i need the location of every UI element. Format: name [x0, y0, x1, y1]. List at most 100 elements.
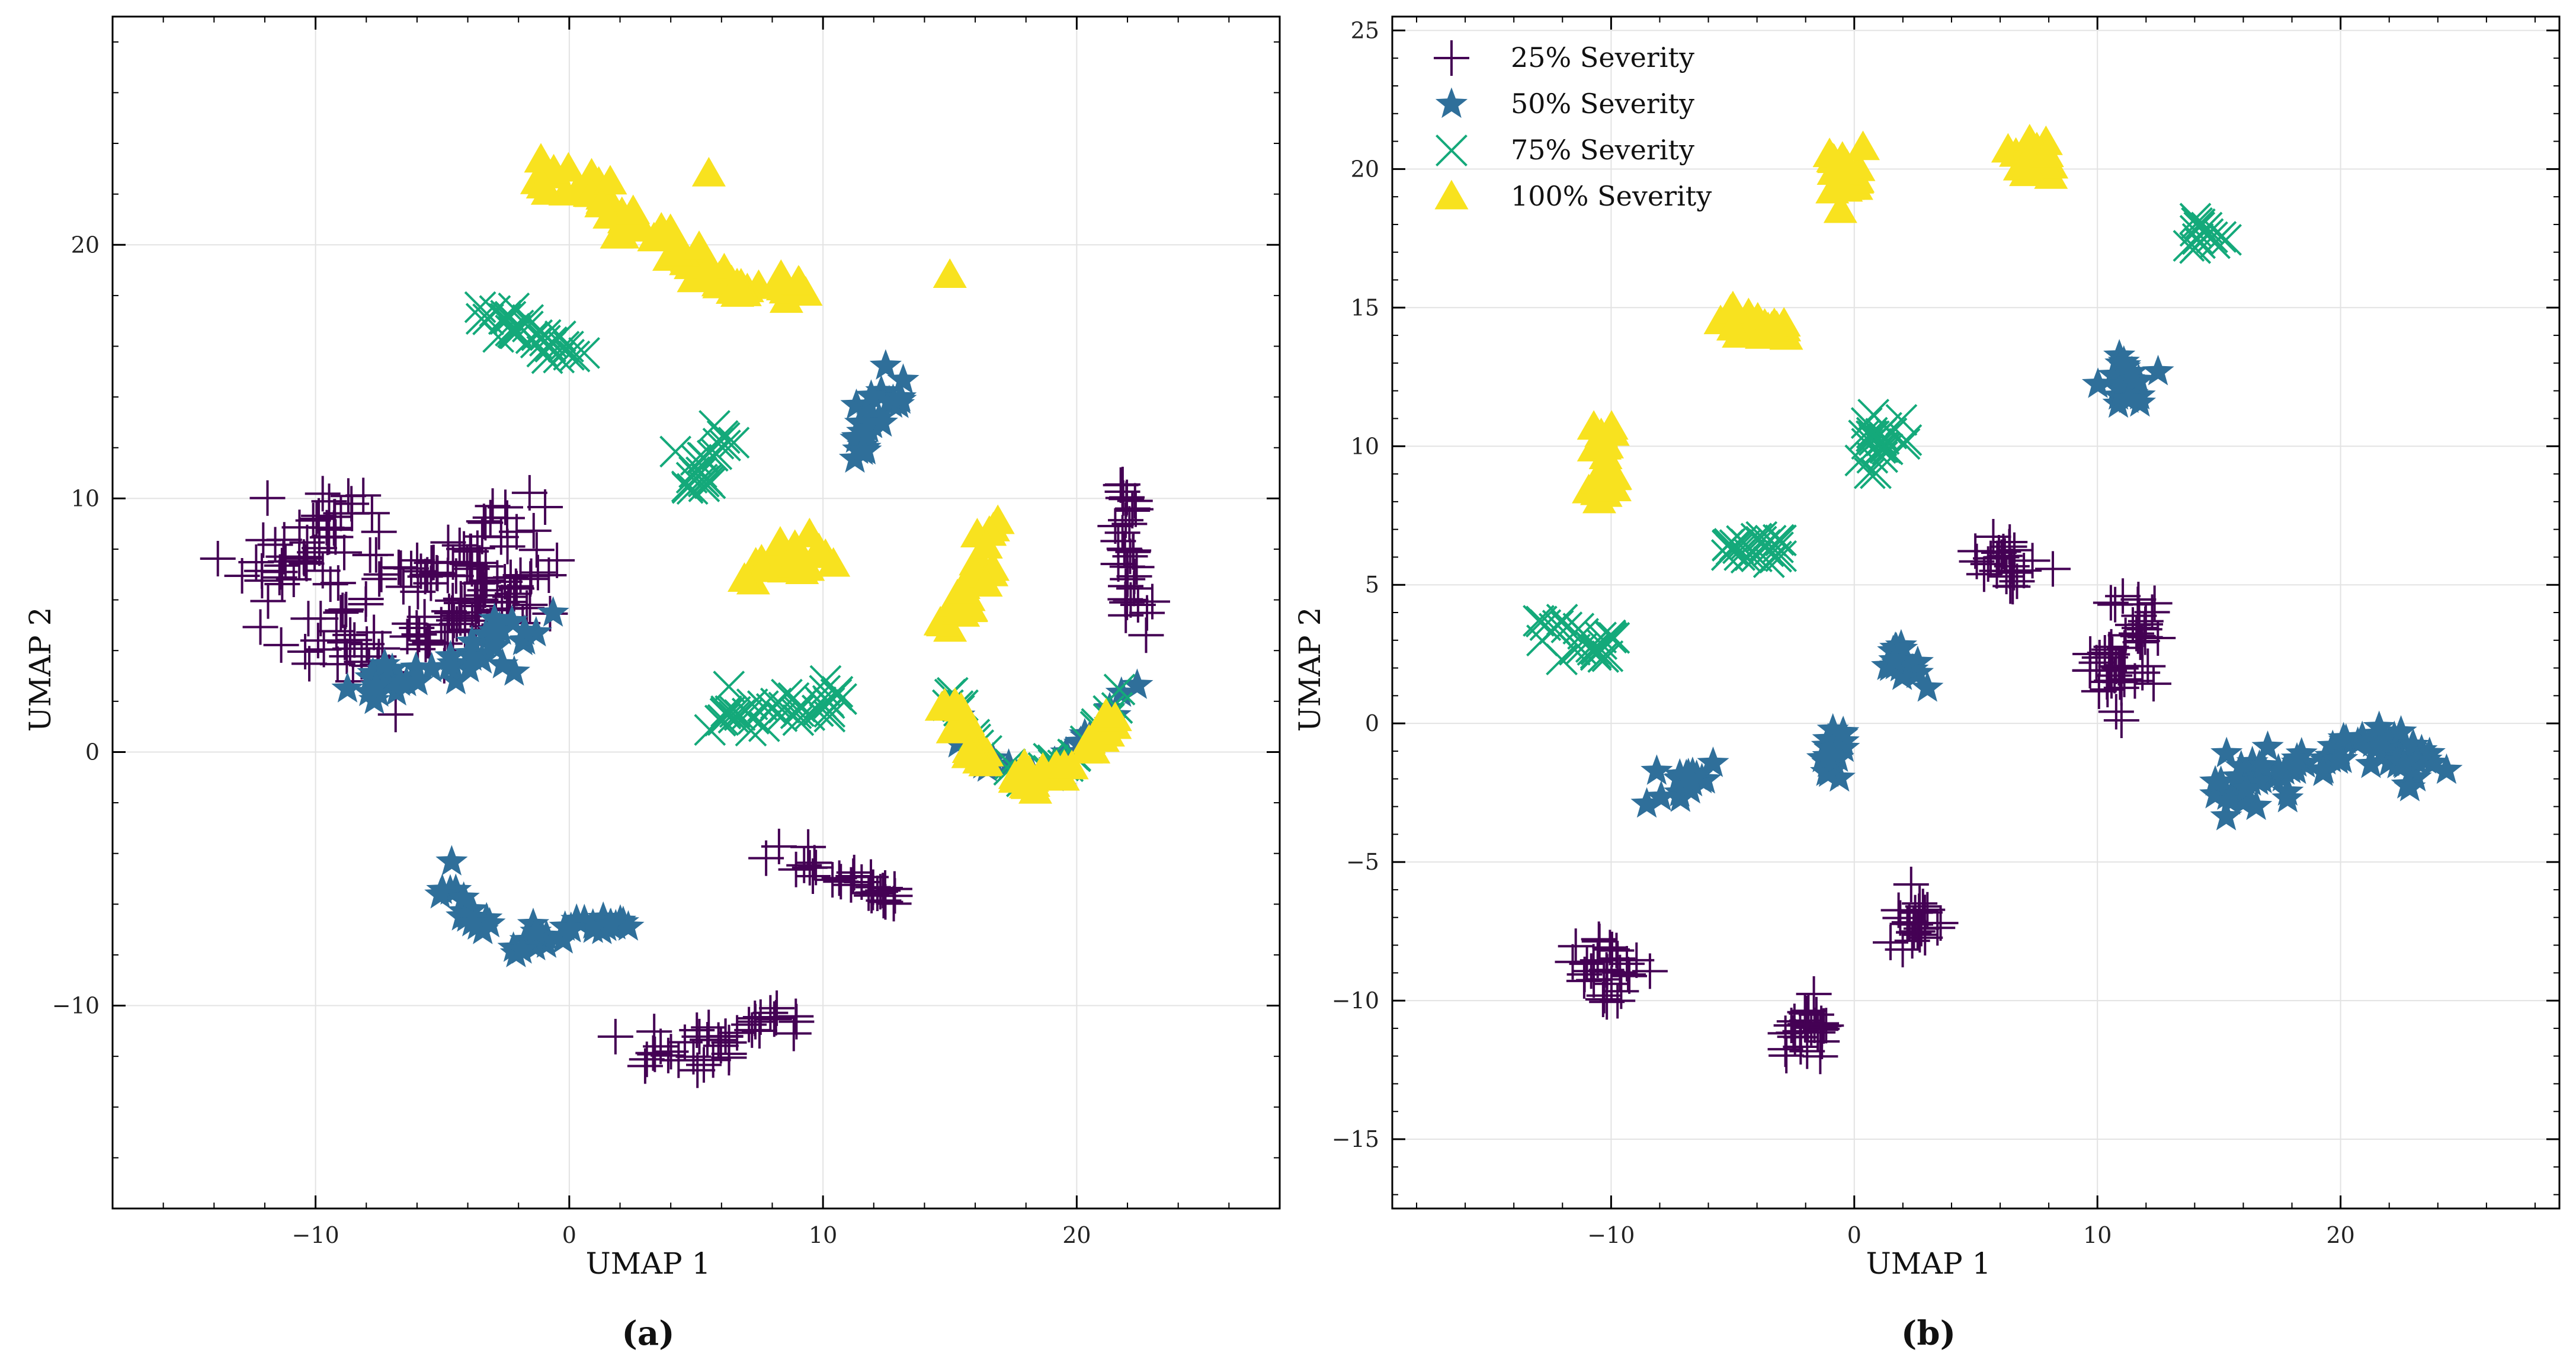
data-point — [518, 532, 555, 568]
data-point — [707, 1018, 744, 1054]
data-point — [393, 550, 429, 586]
data-point — [2030, 137, 2064, 168]
data-point — [1920, 910, 1956, 946]
data-point — [2399, 761, 2432, 791]
data-point — [361, 561, 398, 597]
data-point — [587, 901, 620, 932]
data-point — [456, 640, 488, 671]
legend-marker — [1436, 134, 1468, 166]
data-point — [1116, 533, 1152, 569]
data-point — [713, 671, 745, 703]
data-point — [2359, 732, 2392, 762]
data-point — [1899, 913, 1936, 950]
data-point — [2214, 784, 2247, 815]
data-point — [1697, 746, 1729, 777]
data-point — [361, 514, 397, 550]
data-point — [463, 582, 499, 618]
data-point — [415, 652, 448, 682]
data-point — [2394, 771, 2426, 802]
data-point — [2106, 661, 2142, 697]
panel-a: UMAP 1 UMAP 2 (a) −10 0 10 20 −10 0 10 20 — [23, 15, 1281, 1353]
data-point — [446, 531, 482, 567]
data-point — [933, 258, 967, 288]
y-tick-label: 10 — [71, 485, 100, 511]
x-axis-label: UMAP 1 — [586, 1246, 711, 1281]
data-point — [547, 331, 580, 363]
data-point — [790, 829, 826, 865]
data-point — [327, 624, 363, 661]
data-point — [318, 519, 354, 555]
data-point — [312, 566, 348, 602]
data-point — [526, 169, 560, 199]
legend-marker — [1434, 40, 1469, 76]
data-point — [594, 908, 626, 939]
data-point — [1598, 621, 1630, 654]
data-point — [809, 675, 841, 707]
data-point — [2385, 715, 2417, 746]
data-point — [451, 897, 483, 928]
data-point — [2136, 585, 2173, 621]
data-point — [736, 688, 768, 720]
data-point — [2210, 736, 2243, 768]
y-tick-label: −10 — [52, 993, 100, 1019]
series-s100 — [1572, 123, 2069, 514]
data-point — [806, 689, 839, 721]
data-point — [2107, 345, 2140, 376]
data-point — [456, 625, 488, 656]
data-point — [938, 687, 972, 717]
x-tick-label: 10 — [809, 1222, 837, 1248]
data-point — [466, 504, 502, 540]
data-point — [459, 565, 495, 601]
data-point — [835, 858, 872, 894]
data-point — [945, 713, 979, 742]
data-point — [242, 609, 278, 645]
data-point — [616, 194, 651, 225]
data-point — [2210, 800, 2242, 831]
data-point — [2247, 749, 2279, 780]
data-point — [1116, 570, 1152, 607]
data-point — [1886, 659, 1918, 690]
data-point — [1966, 556, 2002, 592]
y-tick-label: 20 — [71, 232, 100, 258]
data-point — [515, 512, 552, 549]
data-point — [1523, 605, 1555, 637]
data-point — [841, 421, 873, 451]
data-point — [462, 545, 498, 581]
data-point — [1097, 508, 1133, 544]
data-point — [605, 219, 640, 249]
data-point — [2230, 772, 2263, 803]
data-point — [288, 544, 324, 580]
data-point — [780, 533, 814, 562]
data-point — [520, 915, 552, 946]
data-point — [735, 714, 767, 747]
data-point — [1793, 1009, 1830, 1046]
x-tick-label: −10 — [292, 1222, 339, 1248]
x-tick-label: 10 — [2083, 1222, 2112, 1248]
data-point — [1719, 529, 1751, 562]
data-point — [356, 614, 392, 650]
data-point — [969, 529, 1003, 559]
data-point — [1975, 518, 2011, 554]
y-tick-label: −10 — [1332, 988, 1379, 1014]
data-point — [492, 579, 528, 615]
data-point — [1885, 931, 1921, 967]
data-point — [2397, 728, 2430, 759]
x-tick-label: −10 — [1587, 1222, 1635, 1248]
data-point — [2221, 759, 2254, 791]
data-point — [1128, 617, 1164, 653]
data-point — [1823, 193, 1857, 223]
data-point — [2103, 703, 2139, 739]
legend-label: 25% Severity — [1511, 41, 1694, 73]
data-point — [1987, 538, 2023, 574]
data-point — [2090, 671, 2126, 707]
data-point — [406, 599, 443, 635]
data-point — [1716, 290, 1750, 320]
data-point — [758, 999, 794, 1036]
data-point — [1566, 956, 1603, 992]
data-point — [576, 908, 609, 939]
data-point — [885, 380, 917, 412]
data-point — [1905, 889, 1941, 925]
data-point — [709, 429, 741, 461]
data-point — [511, 475, 547, 511]
data-point — [682, 230, 716, 260]
